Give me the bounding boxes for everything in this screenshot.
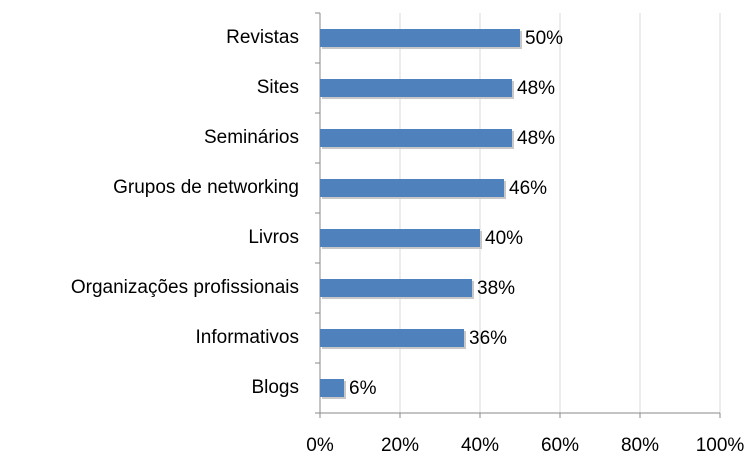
bar — [320, 129, 512, 147]
data-label: 40% — [485, 228, 523, 249]
x-tick-label: 40% — [461, 435, 499, 456]
bar — [320, 329, 464, 347]
y-tick-label: Organizações profissionais — [71, 277, 299, 298]
data-label: 50% — [525, 28, 563, 49]
x-tick-label: 0% — [306, 435, 334, 456]
y-tick-label: Livros — [248, 227, 299, 248]
data-label: 48% — [517, 128, 555, 149]
bar — [320, 279, 472, 297]
x-tick-label: 20% — [381, 435, 419, 456]
bar — [320, 229, 480, 247]
data-label: 46% — [509, 178, 547, 199]
x-tick-label: 60% — [541, 435, 579, 456]
data-label: 36% — [469, 328, 507, 349]
data-label: 6% — [349, 378, 377, 399]
bar — [320, 79, 512, 97]
data-label: 48% — [517, 78, 555, 99]
y-tick-label: Grupos de networking — [113, 177, 299, 198]
y-tick-label: Sites — [257, 77, 299, 98]
y-tick-label: Seminários — [204, 127, 299, 148]
x-tick-label: 80% — [621, 435, 659, 456]
bar — [320, 379, 344, 397]
data-label: 38% — [477, 278, 515, 299]
bar — [320, 29, 520, 47]
y-tick-label: Revistas — [226, 27, 299, 48]
y-tick-label: Informativos — [196, 327, 299, 348]
x-tick-label: 100% — [696, 435, 745, 456]
y-tick-label: Blogs — [251, 377, 299, 398]
bar — [320, 179, 504, 197]
